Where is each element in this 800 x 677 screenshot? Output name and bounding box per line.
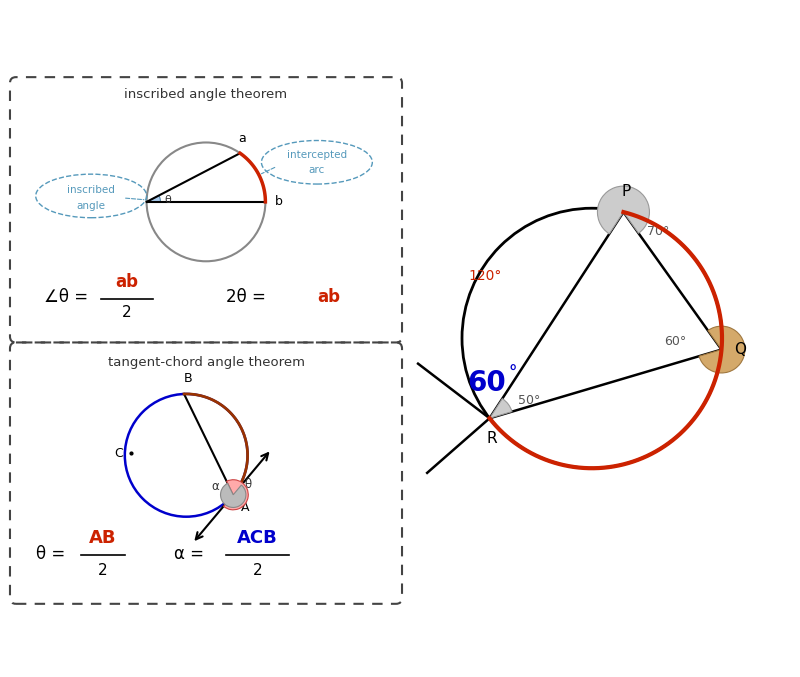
Text: 60: 60	[467, 369, 506, 397]
Text: b: b	[275, 196, 283, 209]
Text: °: °	[509, 365, 517, 383]
Text: B: B	[184, 372, 192, 385]
Text: ab: ab	[115, 273, 138, 291]
Text: C: C	[114, 447, 123, 460]
Text: 70°: 70°	[647, 225, 670, 238]
Text: a: a	[238, 132, 246, 146]
Text: 2: 2	[253, 563, 262, 578]
Text: 120°: 120°	[469, 269, 502, 283]
Text: α =: α =	[174, 545, 210, 563]
Text: θ =: θ =	[36, 545, 70, 563]
Text: 50°: 50°	[518, 393, 541, 407]
Text: 2: 2	[98, 563, 108, 578]
Text: θ: θ	[245, 479, 252, 492]
Wedge shape	[146, 196, 161, 202]
Wedge shape	[223, 480, 248, 510]
Text: tangent-chord angle theorem: tangent-chord angle theorem	[107, 355, 305, 369]
Text: ab: ab	[317, 288, 340, 306]
Text: inscribed angle theorem: inscribed angle theorem	[125, 89, 287, 102]
Text: intercepted: intercepted	[287, 150, 347, 160]
Text: AB: AB	[90, 529, 117, 547]
Text: P: P	[622, 184, 630, 199]
Text: α: α	[211, 479, 219, 493]
Text: angle: angle	[77, 201, 106, 211]
Text: Q: Q	[734, 342, 746, 357]
Text: ∠θ =: ∠θ =	[44, 288, 93, 306]
Text: θ: θ	[165, 195, 171, 205]
Wedge shape	[221, 483, 246, 508]
Text: 2θ =: 2θ =	[226, 288, 271, 306]
Text: 2: 2	[122, 305, 132, 320]
Text: ACB: ACB	[237, 529, 278, 547]
Text: inscribed: inscribed	[67, 185, 115, 195]
Text: arc: arc	[309, 165, 325, 175]
Text: 60°: 60°	[664, 335, 686, 348]
Text: R: R	[487, 431, 498, 446]
Text: A: A	[241, 501, 250, 514]
Wedge shape	[490, 399, 512, 418]
Wedge shape	[699, 326, 745, 373]
Wedge shape	[598, 186, 650, 234]
